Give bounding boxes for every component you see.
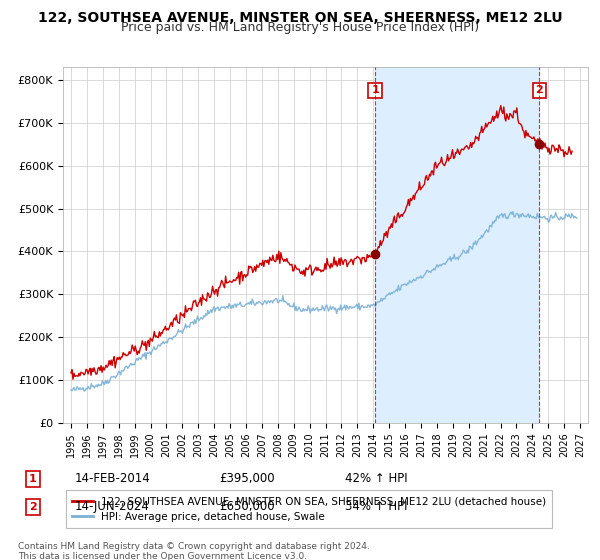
Text: 14-JUN-2024: 14-JUN-2024 xyxy=(75,500,150,514)
Text: Contains HM Land Registry data © Crown copyright and database right 2024.
This d: Contains HM Land Registry data © Crown c… xyxy=(18,542,370,560)
Text: 1: 1 xyxy=(371,85,379,95)
Text: 42% ↑ HPI: 42% ↑ HPI xyxy=(345,472,407,486)
Text: £650,000: £650,000 xyxy=(219,500,275,514)
Text: £395,000: £395,000 xyxy=(219,472,275,486)
Text: Price paid vs. HM Land Registry's House Price Index (HPI): Price paid vs. HM Land Registry's House … xyxy=(121,21,479,34)
Text: 14-FEB-2014: 14-FEB-2014 xyxy=(75,472,151,486)
Legend: 122, SOUTHSEA AVENUE, MINSTER ON SEA, SHEERNESS, ME12 2LU (detached house), HPI:: 122, SOUTHSEA AVENUE, MINSTER ON SEA, SH… xyxy=(65,490,553,528)
Text: 34% ↑ HPI: 34% ↑ HPI xyxy=(345,500,407,514)
Text: 2: 2 xyxy=(536,85,544,95)
Text: 1: 1 xyxy=(29,474,37,484)
Bar xyxy=(375,67,539,423)
Text: 122, SOUTHSEA AVENUE, MINSTER ON SEA, SHEERNESS, ME12 2LU: 122, SOUTHSEA AVENUE, MINSTER ON SEA, SH… xyxy=(38,11,562,25)
Text: 2: 2 xyxy=(29,502,37,512)
